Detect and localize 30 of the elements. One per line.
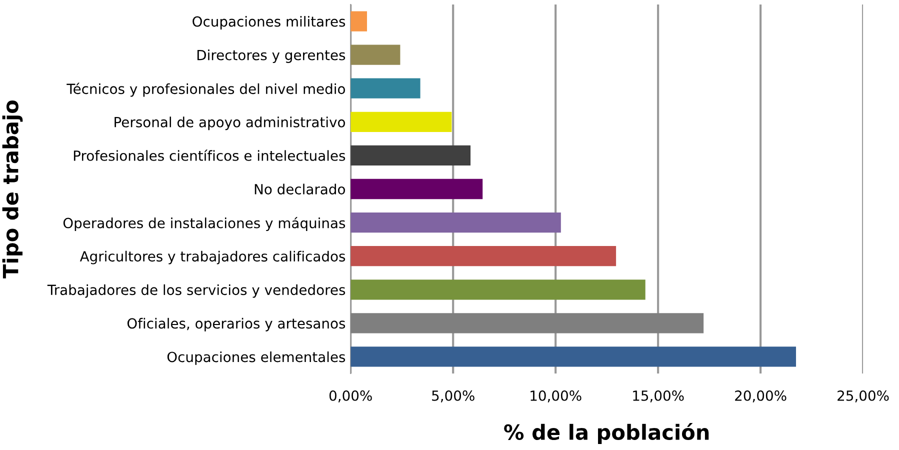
- y-tick-label: Ocupaciones militares: [192, 16, 346, 30]
- y-tick-label: Oficiales, operarios y artesanos: [127, 318, 346, 332]
- x-tick-label: 0,00%: [329, 390, 372, 402]
- x-tick-label: 10,00%: [530, 390, 582, 402]
- x-axis-title: % de la población: [504, 423, 709, 444]
- y-axis-title: Tipo de trabajo: [2, 100, 23, 278]
- y-tick-label: Trabajadores de los servicios y vendedores: [47, 284, 346, 298]
- bar: [350, 78, 420, 98]
- bar: [350, 246, 616, 266]
- bar: [350, 112, 452, 132]
- bar: [350, 11, 368, 32]
- bar: [350, 212, 561, 233]
- y-tick-label: No declarado: [254, 184, 345, 194]
- x-tick-label: 5,00%: [432, 390, 474, 402]
- y-tick-label: Agricultores y trabajadores calificados: [80, 250, 346, 264]
- y-tick-label: Operadores de instalaciones y máquinas: [63, 216, 346, 231]
- bar: [350, 313, 704, 334]
- x-tick-label: 25,00%: [838, 390, 889, 402]
- y-tick-label: Personal de apoyo administrativo: [114, 116, 345, 130]
- x-tick-label: 20,00%: [735, 390, 786, 402]
- bar: [350, 280, 646, 300]
- bar: [350, 346, 796, 367]
- y-tick-label: Profesionales científicos e intelectuales: [74, 150, 346, 161]
- bar: [350, 178, 483, 200]
- bar: [350, 145, 471, 166]
- y-tick-label: Técnicos y profesionales del nivel medio: [66, 82, 345, 97]
- bar: [350, 44, 400, 65]
- y-tick-label: Ocupaciones elementales: [167, 351, 346, 365]
- x-tick-label: 15,00%: [633, 390, 684, 402]
- y-tick-label: Directores y gerentes: [197, 50, 346, 63]
